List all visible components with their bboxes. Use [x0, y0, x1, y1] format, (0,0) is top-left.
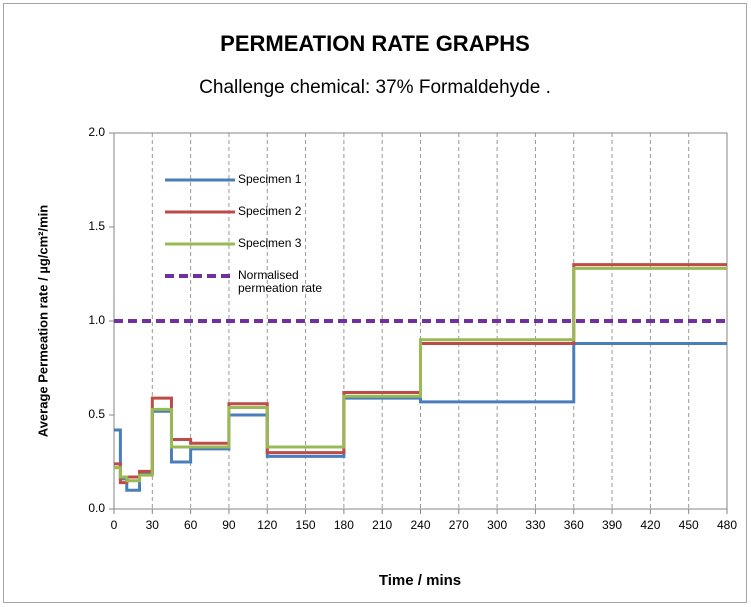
x-tick-label: 420 — [640, 518, 660, 532]
legend-label: Specimen 1 — [238, 173, 302, 186]
x-tick-label: 90 — [222, 518, 236, 532]
y-axis-label: Average Permeation rate / µg/cm²/min — [35, 205, 50, 437]
chart-title: PERMEATION RATE GRAPHS — [220, 31, 530, 56]
x-axis-label: Time / mins — [379, 572, 461, 589]
y-tick-label: 0.5 — [88, 407, 105, 421]
legend-label: Normalised permeation rate — [238, 269, 323, 295]
x-tick-label: 390 — [602, 518, 622, 532]
chart-border — [3, 3, 747, 603]
chart-subtitle: Challenge chemical: 37% Formaldehyde . — [199, 77, 551, 98]
x-tick-label: 150 — [296, 518, 316, 532]
x-tick-label: 210 — [372, 518, 392, 532]
legend-label: Specimen 2 — [238, 205, 302, 218]
x-tick-label: 450 — [679, 518, 699, 532]
x-tick-label: 270 — [449, 518, 469, 532]
y-tick-label: 1.5 — [88, 219, 105, 233]
legend-label-box: Specimen 3 — [238, 237, 302, 250]
x-tick-label: 480 — [717, 518, 737, 532]
legend-label-box: Normalised permeation rate — [238, 269, 323, 295]
x-tick-label: 240 — [410, 518, 430, 532]
legend-label: Specimen 3 — [238, 237, 302, 250]
x-tick-label: 300 — [487, 518, 507, 532]
x-tick-label: 60 — [184, 518, 198, 532]
y-tick-label: 1.0 — [88, 313, 105, 327]
x-tick-label: 330 — [525, 518, 545, 532]
legend-label-box: Specimen 2 — [238, 205, 302, 218]
x-tick-label: 180 — [334, 518, 354, 532]
x-tick-label: 120 — [257, 518, 277, 532]
x-tick-label: 360 — [564, 518, 584, 532]
y-tick-label: 2.0 — [88, 125, 105, 139]
y-tick-label: 0.0 — [88, 501, 105, 515]
series-line — [114, 342, 727, 492]
legend-label-box: Specimen 1 — [238, 173, 302, 186]
x-tick-label: 0 — [111, 518, 118, 532]
x-tick-label: 30 — [146, 518, 160, 532]
series-line — [114, 266, 727, 483]
